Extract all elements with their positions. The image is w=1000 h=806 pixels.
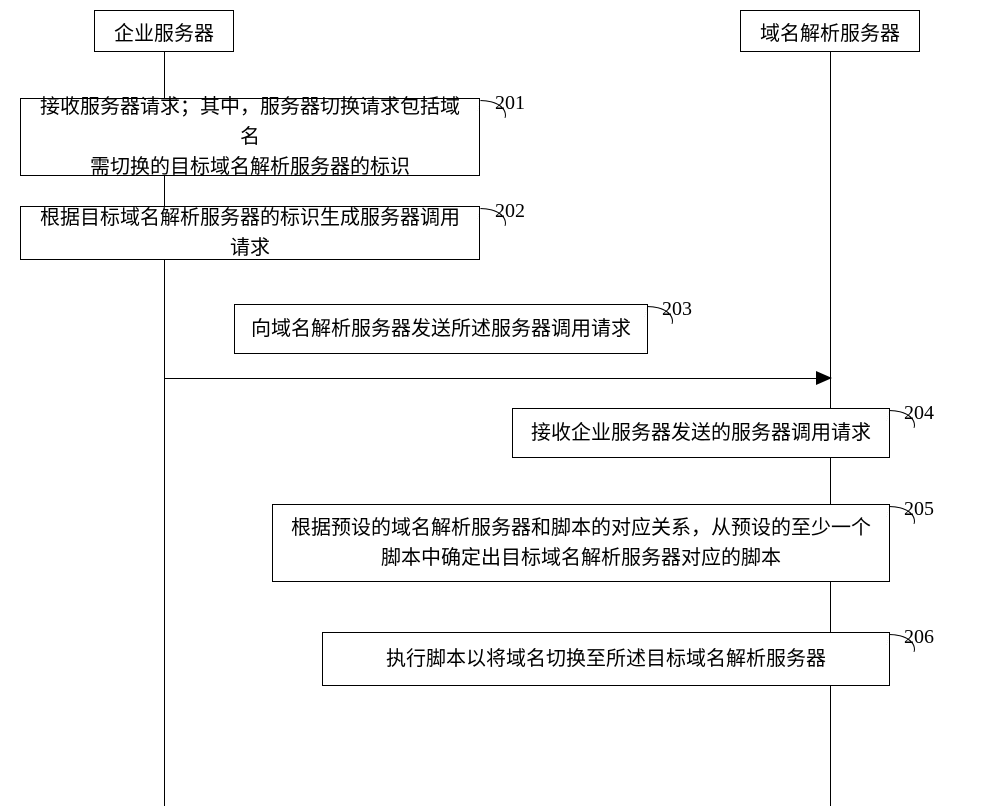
- actor-right-label: 域名解析服务器: [760, 17, 900, 46]
- step-203-box: 向域名解析服务器发送所述服务器调用请求: [234, 304, 648, 354]
- step-204-text: 接收企业服务器发送的服务器调用请求: [531, 418, 871, 448]
- step-206-box: 执行脚本以将域名切换至所述目标域名解析服务器: [322, 632, 890, 686]
- message-arrow-head: [816, 371, 832, 385]
- step-201-number: 201: [495, 92, 525, 115]
- step-202-box: 根据目标域名解析服务器的标识生成服务器调用请求: [20, 206, 480, 260]
- step-201-text: 接收服务器请求；其中，服务器切换请求包括域名 需切换的目标域名解析服务器的标识: [33, 92, 467, 182]
- step-205-text: 根据预设的域名解析服务器和脚本的对应关系，从预设的至少一个 脚本中确定出目标域名…: [291, 513, 871, 573]
- sequence-diagram: 企业服务器 域名解析服务器 接收服务器请求；其中，服务器切换请求包括域名 需切换…: [0, 0, 1000, 806]
- actor-left-header: 企业服务器: [94, 10, 234, 52]
- step-202-text: 根据目标域名解析服务器的标识生成服务器调用请求: [33, 203, 467, 263]
- step-202-number: 202: [495, 200, 525, 223]
- message-arrow-line: [164, 378, 816, 379]
- step-201-box: 接收服务器请求；其中，服务器切换请求包括域名 需切换的目标域名解析服务器的标识: [20, 98, 480, 176]
- step-206-text: 执行脚本以将域名切换至所述目标域名解析服务器: [386, 644, 826, 674]
- step-203-number: 203: [662, 298, 692, 321]
- step-203-text: 向域名解析服务器发送所述服务器调用请求: [251, 314, 631, 344]
- step-205-number: 205: [904, 498, 934, 521]
- step-204-box: 接收企业服务器发送的服务器调用请求: [512, 408, 890, 458]
- step-204-number: 204: [904, 402, 934, 425]
- actor-left-label: 企业服务器: [114, 17, 214, 46]
- actor-right-header: 域名解析服务器: [740, 10, 920, 52]
- step-205-box: 根据预设的域名解析服务器和脚本的对应关系，从预设的至少一个 脚本中确定出目标域名…: [272, 504, 890, 582]
- step-206-number: 206: [904, 626, 934, 649]
